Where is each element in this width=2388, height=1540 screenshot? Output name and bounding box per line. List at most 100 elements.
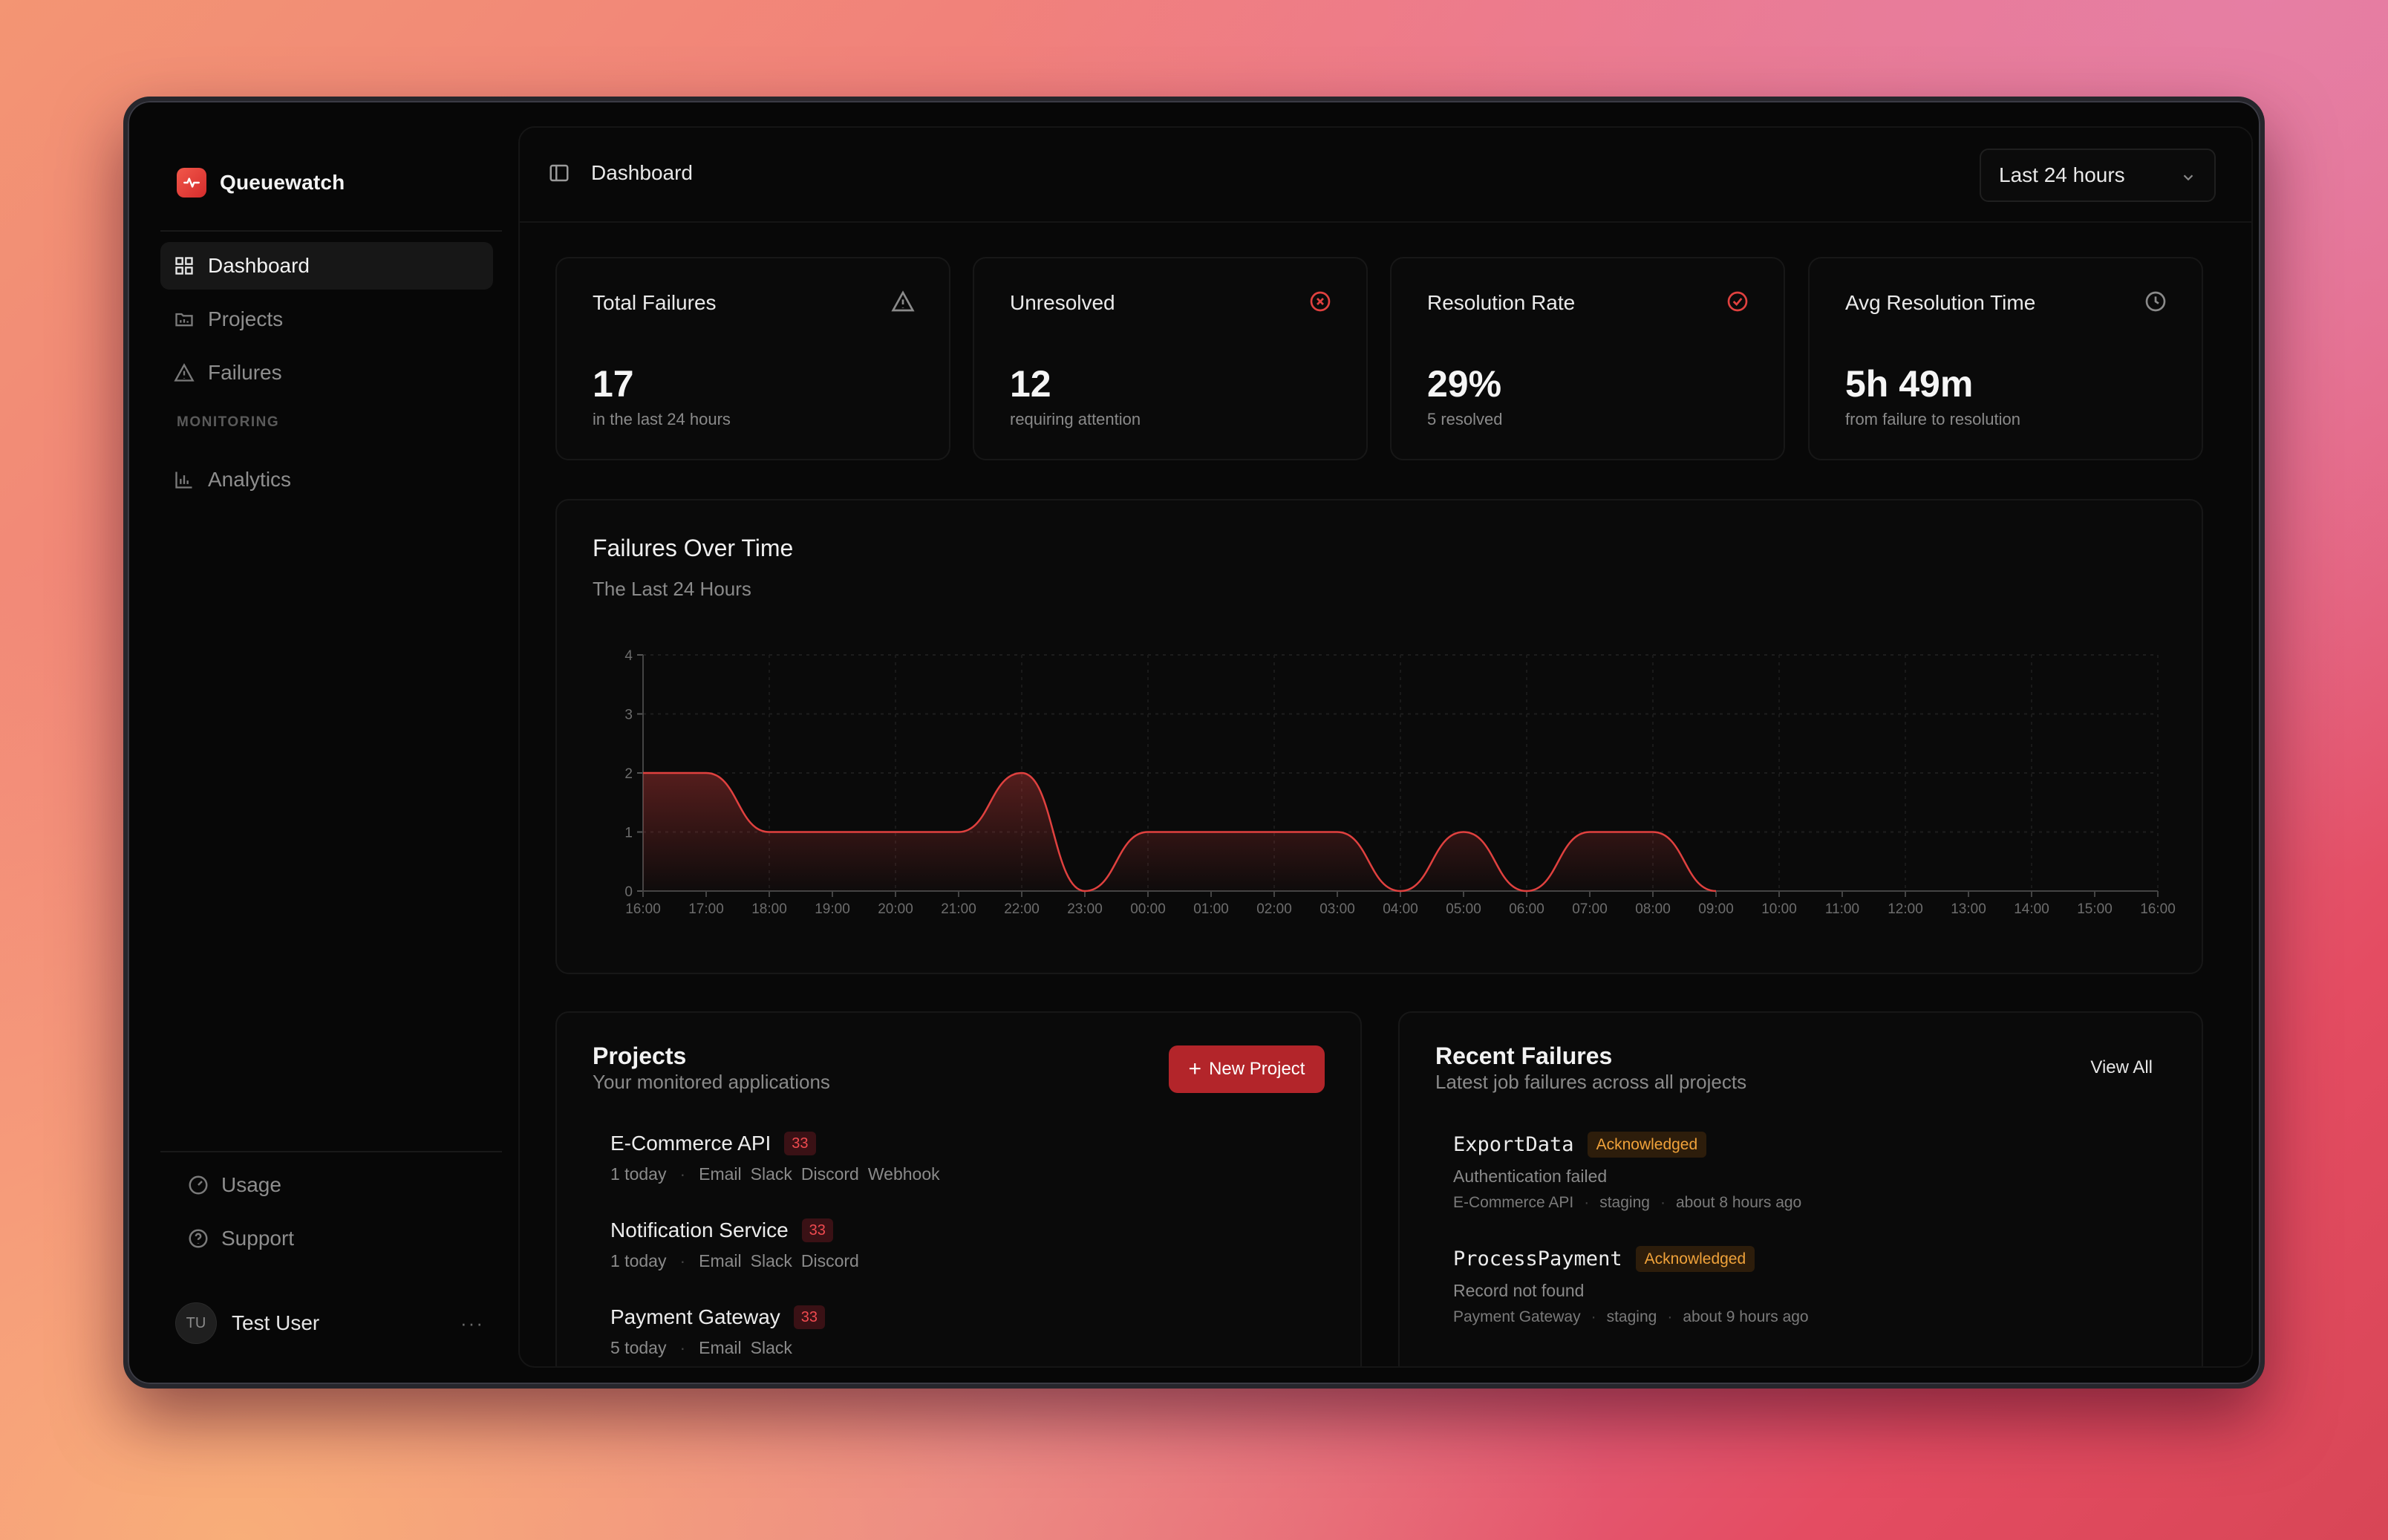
- project-name: Payment Gateway: [610, 1305, 780, 1328]
- app-name: Queuewatch: [220, 171, 345, 194]
- user-name: Test User: [232, 1311, 320, 1334]
- sidebar-item-analytics[interactable]: Analytics: [160, 456, 493, 503]
- section-label-monitoring: MONITORING: [177, 414, 280, 430]
- error-message: Record not found: [1453, 1281, 1585, 1300]
- breadcrumb: Dashboard: [591, 161, 693, 184]
- project-name: Notification Service: [610, 1218, 789, 1242]
- channel-label: Slack: [750, 1338, 792, 1357]
- avatar: TU: [175, 1302, 217, 1344]
- channel-label: Discord: [800, 1251, 859, 1270]
- separator-dot: ·: [1660, 1194, 1666, 1211]
- stat-value: 12: [1010, 363, 1051, 405]
- stat-subtitle: in the last 24 hours: [593, 410, 731, 428]
- failure-item[interactable]: ProcessPayment Acknowledged Record not fo…: [1453, 1246, 1809, 1326]
- stat-card-avg-resolution-time: Avg Resolution Time 5h 49m from failure …: [1808, 257, 2203, 460]
- stat-card-unresolved: Unresolved 12 requiring attention: [973, 257, 1368, 460]
- error-message: Authentication failed: [1453, 1167, 1608, 1186]
- y-tick-label: 0: [624, 884, 633, 900]
- panel-subtitle: Your monitored applications: [593, 1071, 830, 1093]
- sidebar-item-label: Projects: [208, 307, 284, 330]
- count-badge: 33: [793, 1305, 826, 1329]
- user-menu[interactable]: TU Test User ···: [175, 1301, 495, 1345]
- project-meta: 5 today · Email Slack: [610, 1338, 825, 1358]
- sidebar-item-label: Analytics: [208, 468, 292, 491]
- y-tick-label: 1: [624, 826, 633, 841]
- app-window: Queuewatch Dashboard Projects Failures M…: [123, 97, 2265, 1389]
- time-range-select[interactable]: Last 24 hours: [1980, 149, 2216, 202]
- time-label: about 9 hours ago: [1683, 1308, 1809, 1325]
- brand[interactable]: Queuewatch: [177, 168, 345, 198]
- sidebar-item-projects[interactable]: Projects: [160, 296, 493, 343]
- sidebar-item-support[interactable]: Support: [187, 1227, 294, 1250]
- environment-label: staging: [1606, 1308, 1657, 1325]
- warning-icon: [174, 363, 195, 382]
- separator-dot: ·: [1591, 1308, 1596, 1325]
- x-tick-label: 06:00: [1509, 901, 1544, 917]
- x-tick-label: 07:00: [1572, 901, 1608, 917]
- top-bar: Dashboard Last 24 hours: [520, 128, 2251, 223]
- channel-label: Email: [699, 1338, 742, 1357]
- x-tick-label: 05:00: [1446, 901, 1481, 917]
- x-tick-label: 15:00: [2077, 901, 2113, 917]
- sidebar-item-label: Failures: [208, 361, 282, 384]
- folder-icon: [175, 313, 193, 327]
- stat-title: Total Failures: [593, 291, 717, 314]
- channel-label: Slack: [750, 1164, 792, 1184]
- sidebar-item-failures[interactable]: Failures: [160, 349, 493, 397]
- sidebar-toggle-icon[interactable]: [548, 162, 570, 184]
- sidebar-item-label: Usage: [221, 1173, 281, 1196]
- check-circle-icon: [1727, 291, 1748, 312]
- count-badge: 33: [801, 1218, 833, 1242]
- sidebar-divider: [160, 230, 502, 232]
- stat-subtitle: from failure to resolution: [1845, 410, 2020, 428]
- sidebar-divider: [160, 1151, 502, 1152]
- x-tick-label: 14:00: [2014, 901, 2049, 917]
- chart-title: Failures Over Time: [593, 535, 794, 561]
- x-tick-label: 08:00: [1635, 901, 1671, 917]
- x-tick-label: 18:00: [751, 901, 787, 917]
- separator-dot: ·: [1667, 1308, 1673, 1325]
- stat-subtitle: requiring attention: [1010, 410, 1141, 428]
- stat-title: Resolution Rate: [1427, 291, 1576, 314]
- new-project-button[interactable]: + New Project: [1169, 1045, 1325, 1093]
- x-tick-label: 11:00: [1825, 901, 1859, 917]
- today-count: 5 today: [610, 1338, 667, 1357]
- warning-icon: [891, 290, 915, 312]
- sidebar-item-usage[interactable]: Usage: [187, 1173, 281, 1197]
- gauge-icon: [189, 1175, 208, 1195]
- channel-label: Slack: [750, 1251, 792, 1270]
- project-item[interactable]: Payment Gateway 33 5 today · Email Slack: [610, 1305, 826, 1358]
- time-label: about 8 hours ago: [1675, 1194, 1802, 1211]
- failures-over-time-chart: 0 1 2 3 4 16:00 17:00 18:00 19:00 20:00 21:00 22:00…: [624, 648, 2175, 917]
- x-tick-label: 19:00: [815, 901, 850, 917]
- stat-card-total-failures: Total Failures 17 in the last 24 hours: [555, 257, 950, 460]
- channel-label: Discord: [800, 1164, 859, 1184]
- clock-icon: [2145, 291, 2166, 312]
- more-options-icon[interactable]: ···: [460, 1311, 484, 1334]
- failure-item[interactable]: ExportData Acknowledged Authentication fa…: [1453, 1132, 1801, 1212]
- x-tick-label: 12:00: [1888, 901, 1923, 917]
- x-tick-label: 01:00: [1193, 901, 1229, 917]
- project-item[interactable]: E-Commerce API 33 1 today · Email Slack Discor…: [610, 1132, 940, 1184]
- x-tick-label: 04:00: [1383, 901, 1418, 917]
- stat-title: Unresolved: [1010, 291, 1115, 314]
- project-item[interactable]: Notification Service 33 1 today · Email Slack…: [610, 1218, 859, 1271]
- bar-chart-icon: [175, 472, 192, 489]
- status-badge: Acknowledged: [1587, 1132, 1707, 1158]
- time-range-value: Last 24 hours: [1999, 163, 2125, 186]
- x-tick-label: 23:00: [1067, 901, 1103, 917]
- view-all-link[interactable]: View All: [2090, 1057, 2153, 1077]
- job-name: ProcessPayment: [1453, 1247, 1622, 1270]
- stat-value: 29%: [1427, 363, 1502, 405]
- project-meta: 1 today · Email Slack Discord: [610, 1251, 859, 1271]
- status-badge: Acknowledged: [1635, 1246, 1755, 1272]
- stat-value: 17: [593, 363, 634, 405]
- separator-dot: ·: [679, 1338, 686, 1357]
- channel-label: Webhook: [867, 1164, 940, 1184]
- sidebar: Queuewatch Dashboard Projects Failures M…: [138, 111, 503, 1374]
- sidebar-item-label: Support: [221, 1227, 295, 1250]
- help-icon: [189, 1229, 208, 1248]
- sidebar-item-dashboard[interactable]: Dashboard: [160, 242, 493, 290]
- separator-dot: ·: [1584, 1194, 1590, 1211]
